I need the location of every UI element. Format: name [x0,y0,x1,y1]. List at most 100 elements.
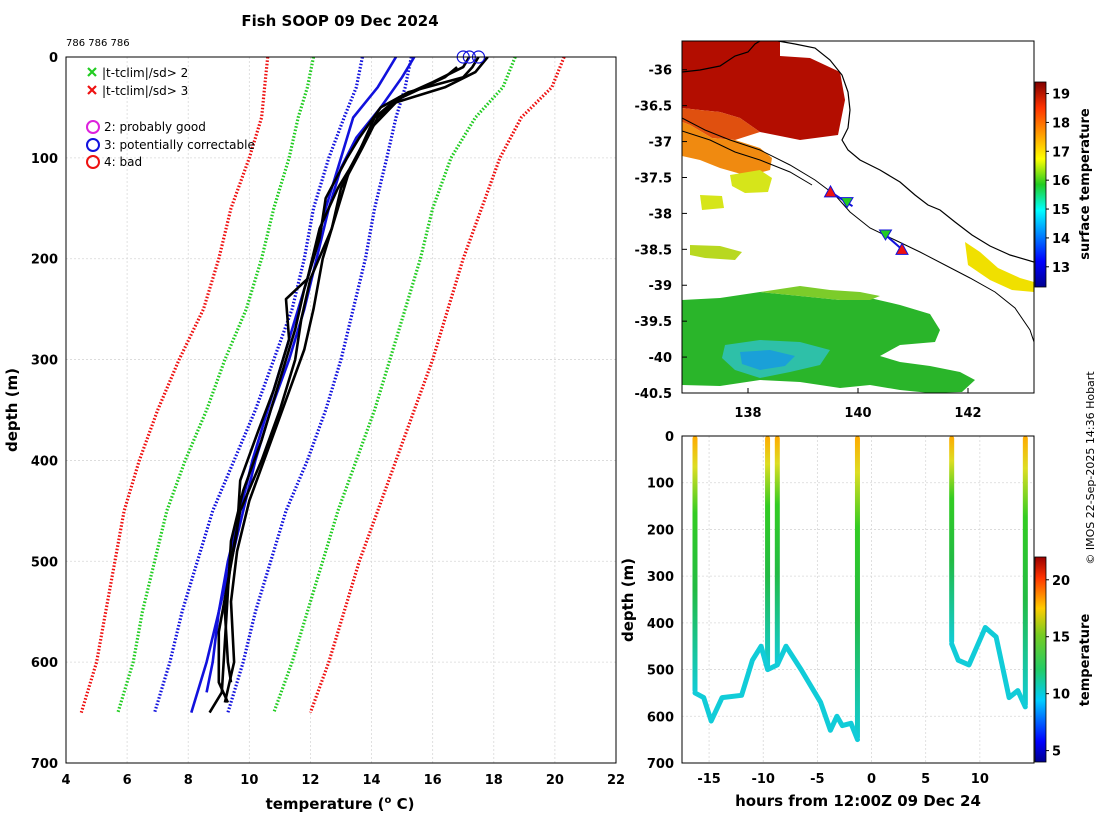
envelope-line--3sd [79,57,270,714]
map-y-tick-label: -40.5 [635,387,672,402]
section-drop-fill [1022,436,1028,707]
sst-patch-lightgreen [760,286,880,300]
legend: |t-tclim|/sd> 2 |t-tclim|/sd> 3 2: proba… [86,66,255,169]
red-cross-icon [87,85,97,95]
profile-x-tick-label: 10 [240,773,258,788]
credit-text: © IMOS 22-Sep-2025 14:36 Hobart [1084,371,1097,565]
section-drop-fill [949,436,955,644]
profile-x-tick-label: 16 [424,773,442,788]
sst-patch-yellow [730,170,772,193]
section-colorbar-tick-label: 5 [1052,745,1061,760]
section-x-tick-label: -5 [810,772,824,787]
section-drop-fill [774,436,780,665]
sst-patch-orange [682,122,772,176]
profile-x-tick-label: 18 [485,773,503,788]
legend-cross-green: |t-tclim|/sd> 2 [87,66,188,80]
profile-axes-box [65,56,617,764]
section-x-tick-label: 5 [921,772,930,787]
map-y-tick-label: -37.5 [635,171,672,186]
section-y-tick-label: 600 [647,710,674,725]
profile-lines [79,57,566,714]
profile-y-tick-label: 600 [31,656,58,671]
sst-patch-yellowgreen [690,245,742,260]
track-start-triangle-icon [878,229,893,241]
profile-y-tick-label: 400 [31,454,58,469]
map-y-tick-label: -36.5 [635,100,672,115]
map-colorbar-tick-label: 14 [1052,232,1070,247]
legend-cross-red: |t-tclim|/sd> 3 [87,84,188,98]
map-y-tick-label: -37 [649,136,673,151]
section-ylabel: depth (m) [619,558,637,642]
map-colorbar-label: surface temperature [1078,108,1093,260]
profile-xlabel: temperature (o C) [266,795,415,813]
profile-ids: 786 786 786 [66,38,130,49]
sst-patch-yellow-2 [700,195,724,210]
section-y-tick-label: 100 [647,477,674,492]
profile-x-tick-label: 20 [546,773,564,788]
section-colorbar-label: temperature [1078,614,1093,707]
green-cross-icon [87,67,97,77]
legend-label-correctable: 3: potentially correctable [104,138,255,152]
section-x-tick-label: 10 [971,772,989,787]
sst-patch-warm-edge [682,108,760,140]
map-colorbar-tick-label: 17 [1052,145,1070,160]
profile-y-tick-label: 200 [31,253,58,268]
section-y-tick-label: 700 [647,757,674,772]
section-colorbar-ticks: 5 10 15 20 [1046,574,1070,760]
legend-label-bad: 4: bad [104,155,142,169]
sst-map: 138 140 142 -36 -36.5 -37 -37.5 -38 -38.5 -39 -39.… [635,40,1093,421]
bathymetry-contour [682,130,813,186]
profile-y-tick-label: 300 [31,354,58,369]
envelope-line-+2sd [272,57,517,714]
profile-y-tick-label: 500 [31,555,58,570]
section-bottom-line [949,625,1028,710]
profile-x-tick-label: 22 [607,773,625,788]
legend-label-3sd: |t-tclim|/sd> 3 [102,84,188,98]
legend-label-good: 2: probably good [104,120,206,134]
profile-y-tick-label: 0 [49,51,58,66]
section-y-tick-label: 300 [647,570,674,585]
magenta-circle-icon [86,120,100,134]
map-x-tick-label: 142 [954,406,981,421]
profile-tick-labels: 4 6 8 10 12 14 16 18 20 22 0 100 200 300 400 500 600 700 [31,51,625,788]
section-colorbar-tick-label: 10 [1052,688,1070,703]
map-x-tick-label: 138 [734,406,761,421]
map-colorbar-tick-label: 19 [1052,88,1070,103]
map-y-tick-label: -36 [649,64,673,79]
section-bottom-line [692,643,860,743]
map-colorbar-tick-label: 16 [1052,174,1070,189]
profile-x-tick-label: 12 [301,773,319,788]
map-y-tick-label: -39 [649,279,673,294]
xbt-profile-2 [223,57,489,703]
envelope-line--2sd [116,57,316,714]
legend-circle-correctable: 3: potentially correctable [86,138,255,152]
map-colorbar-tick-label: 15 [1052,203,1070,218]
map-y-tick-label: -40 [649,351,673,366]
section-colorbar [1034,556,1047,763]
profile-plot-area [66,57,616,763]
envelope-line-+3sd [308,57,566,714]
legend-circle-good: 2: probably good [86,120,206,134]
map-tick-labels: 138 140 142 -36 -36.5 -37 -37.5 -38 -38.5 -39 -39.… [635,64,982,421]
profile-x-tick-label: 6 [123,773,132,788]
section-x-tick-label: -15 [697,772,721,787]
section-x-tick-label: -10 [751,772,775,787]
profile-x-tick-label: 8 [184,773,193,788]
ship-track [823,184,909,255]
profile-x-tick-label: 4 [61,773,70,788]
section-y-tick-label: 500 [647,664,674,679]
xbt-profile-4 [223,66,458,683]
section-drop-fill [692,436,698,693]
map-colorbar [1034,81,1047,288]
legend-circle-bad: 4: bad [86,155,142,169]
map-y-tick-label: -38 [649,207,673,222]
section-colorbar-tick-label: 15 [1052,631,1070,646]
map-heatmap [682,41,1034,393]
section-data [692,436,1028,743]
envelope-line-+1sd [226,57,413,714]
section-axes-box [681,435,1035,764]
map-colorbar-ticks: 13 14 15 16 17 18 19 [1046,88,1070,276]
legend-label-2sd: |t-tclim|/sd> 2 [102,66,188,80]
